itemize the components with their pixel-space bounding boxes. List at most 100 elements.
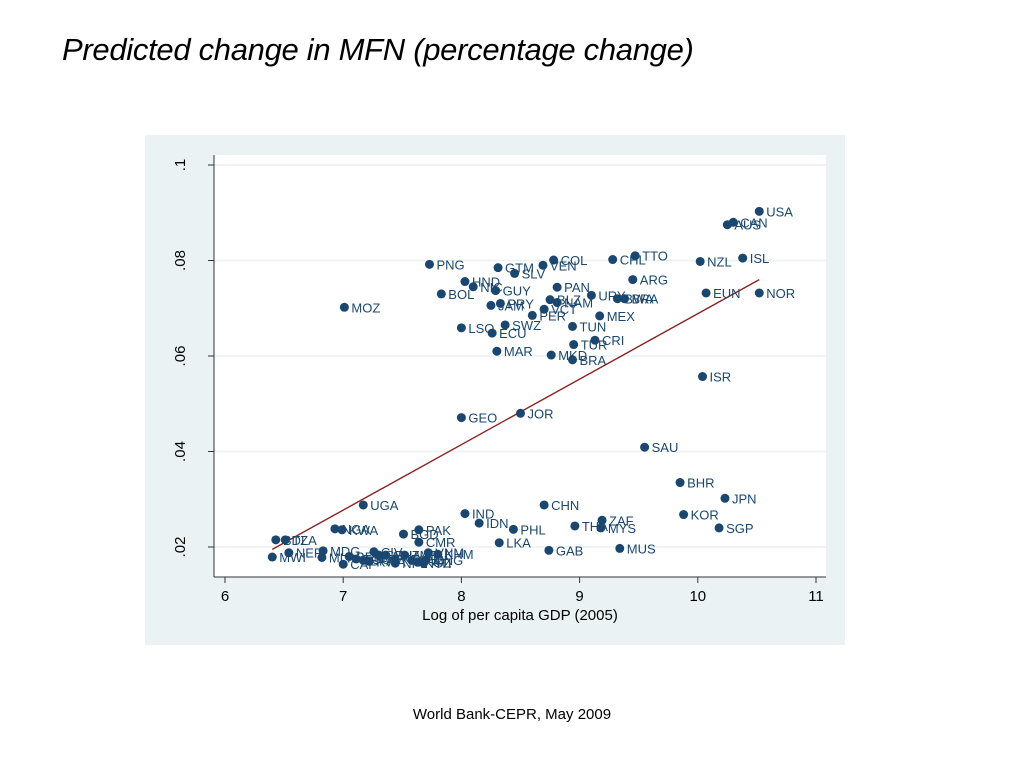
point-marker	[510, 268, 520, 278]
point-marker	[358, 500, 368, 510]
point-marker	[433, 549, 443, 559]
point-marker	[280, 535, 290, 545]
point-marker	[419, 558, 429, 568]
point-marker	[701, 288, 711, 298]
data-point: SWZ	[500, 318, 541, 333]
point-label: LKA	[506, 536, 531, 551]
data-point: SGP	[714, 521, 754, 536]
x-tick-label: 6	[221, 588, 229, 605]
point-marker	[414, 525, 424, 535]
point-marker	[612, 294, 622, 304]
data-point: HTI	[419, 556, 452, 571]
point-label: NAM	[564, 296, 593, 311]
fit-line-group	[271, 278, 760, 550]
data-point: CMR	[414, 535, 455, 550]
point-marker	[527, 310, 537, 320]
point-marker	[569, 340, 579, 350]
point-label: BOL	[448, 287, 474, 302]
data-point: JPN	[720, 491, 757, 506]
point-marker	[615, 543, 625, 553]
data-point: LKA	[494, 536, 531, 551]
slide-title: Predicted change in MFN (percentage chan…	[62, 32, 694, 67]
point-label: PNG	[436, 257, 464, 272]
point-marker	[545, 295, 555, 305]
point-label: PHL	[520, 522, 545, 537]
data-point: TTO	[630, 249, 668, 264]
point-marker	[630, 251, 640, 261]
data-point: ISR	[698, 370, 731, 385]
point-label: BRA	[580, 353, 607, 368]
axes	[213, 155, 826, 578]
point-marker	[317, 553, 327, 563]
point-label: PER	[539, 308, 566, 323]
point-marker	[364, 556, 374, 566]
point-label: TUN	[580, 319, 607, 334]
point-label: KWA	[349, 523, 378, 538]
point-marker	[698, 372, 708, 382]
point-marker	[722, 220, 732, 230]
point-label: BHR	[687, 476, 714, 491]
point-label: CHL	[620, 253, 646, 268]
point-label: TUR	[581, 338, 608, 353]
point-label: NOR	[766, 286, 795, 301]
slide-footer: World Bank-CEPR, May 2009	[412, 706, 612, 723]
point-marker	[679, 510, 689, 520]
point-label: GAB	[556, 543, 583, 558]
data-point: JOR	[516, 406, 554, 421]
data-point: TZA	[280, 533, 317, 548]
point-marker	[284, 548, 294, 558]
y-tick-label: .04	[172, 441, 189, 462]
point-marker	[381, 550, 391, 560]
point-marker	[754, 288, 764, 298]
point-label: NGA	[342, 522, 371, 537]
point-marker	[318, 546, 328, 556]
data-point: AUS	[722, 218, 761, 233]
point-label: MUS	[627, 541, 656, 556]
point-marker	[628, 275, 638, 285]
y-tick-label: .08	[172, 250, 189, 271]
point-label: MOZ	[351, 300, 380, 315]
point-marker	[500, 320, 510, 330]
data-point: EUN	[701, 286, 741, 301]
point-label: ISL	[750, 251, 770, 266]
data-point: PAN	[552, 280, 590, 295]
point-marker	[714, 523, 724, 533]
point-marker	[468, 282, 478, 292]
point-marker	[586, 290, 596, 300]
point-label: MAR	[504, 344, 533, 359]
data-point: MEX	[595, 309, 635, 324]
point-label: KGZ	[425, 555, 452, 570]
point-marker	[271, 535, 281, 545]
data-point: NOR	[754, 286, 795, 301]
point-marker	[516, 408, 525, 418]
point-marker	[338, 559, 348, 569]
x-tick-label: 9	[575, 588, 583, 605]
point-label: SGP	[726, 521, 753, 536]
point-marker	[374, 550, 384, 560]
point-label: TTO	[642, 249, 668, 264]
point-marker	[424, 259, 434, 269]
point-marker	[456, 413, 466, 423]
point-marker	[460, 509, 470, 519]
data-point: NAM	[552, 296, 593, 311]
point-label: AUS	[734, 218, 761, 233]
point-marker	[754, 206, 764, 216]
data-point: CHL	[608, 253, 646, 268]
x-tick-label: 10	[689, 588, 706, 605]
data-point: BLZ	[545, 293, 581, 308]
point-label: JPN	[732, 491, 757, 506]
point-label: MYS	[608, 521, 637, 536]
point-label: USA	[766, 204, 793, 219]
tick-labels: 6 7 8 9 10 11 .02 .04 .06 .08 .1	[172, 159, 824, 605]
point-label: PRY	[507, 296, 534, 311]
point-label: PAN	[564, 280, 590, 295]
point-label: SLV	[522, 266, 546, 281]
data-point: GEO	[456, 411, 497, 426]
data-point: PNG	[424, 257, 465, 272]
point-marker	[491, 286, 501, 296]
point-marker	[675, 478, 685, 488]
data-point: PER	[527, 308, 566, 323]
data-point: ECU	[487, 326, 527, 341]
point-label: SAU	[652, 440, 679, 455]
